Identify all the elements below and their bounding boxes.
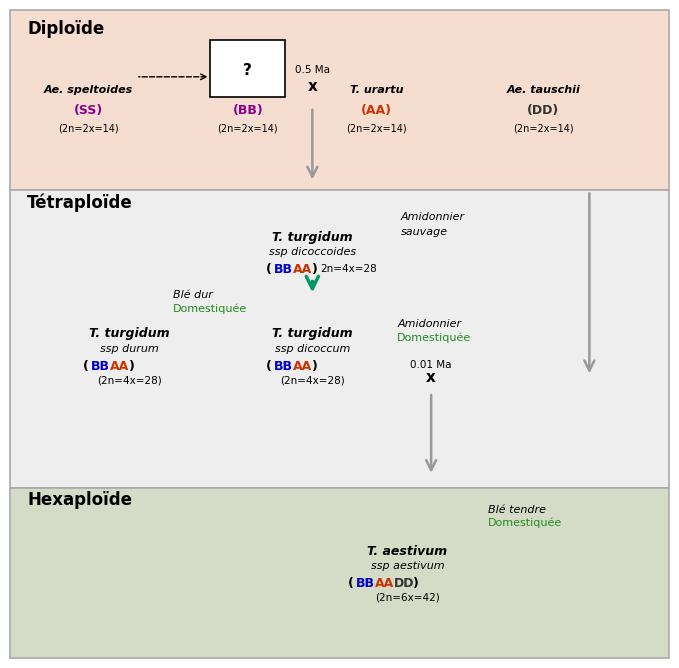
Bar (10, 190, 669, 488)
Text: Ae. speltoides: Ae. speltoides (43, 86, 133, 95)
Text: Ae. tauschii: Ae. tauschii (507, 86, 580, 95)
Text: 0.5 Ma: 0.5 Ma (295, 65, 330, 75)
Text: Amidonnier: Amidonnier (397, 319, 461, 329)
Text: T. turgidum: T. turgidum (272, 230, 352, 244)
Text: Hexaploïde: Hexaploïde (27, 491, 132, 509)
Text: Amidonnier: Amidonnier (401, 212, 464, 222)
Text: 2n=4x=28: 2n=4x=28 (320, 265, 378, 274)
Text: (2n=2x=14): (2n=2x=14) (513, 124, 574, 133)
Bar (210, 40, 285, 97)
Text: BB: BB (356, 576, 375, 590)
Text: AA: AA (293, 263, 312, 276)
Text: (: ( (266, 359, 272, 373)
Text: (BB): (BB) (232, 104, 263, 117)
Text: Blé dur: Blé dur (173, 291, 213, 300)
Text: (DD): (DD) (527, 104, 559, 117)
Text: ssp durum: ssp durum (100, 344, 158, 353)
Text: Blé tendre: Blé tendre (488, 505, 545, 514)
Text: BB: BB (274, 263, 293, 276)
Text: (: ( (348, 576, 354, 590)
Text: ssp dicoccum: ssp dicoccum (274, 344, 350, 353)
Text: x: x (308, 79, 317, 94)
Text: T. turgidum: T. turgidum (89, 327, 169, 341)
Text: BB: BB (274, 359, 293, 373)
Text: ): ) (312, 263, 318, 276)
Text: Domestiquée: Domestiquée (488, 518, 562, 528)
Text: (2n=6x=42): (2n=6x=42) (375, 593, 440, 603)
Text: Diploïde: Diploïde (27, 20, 105, 38)
Text: ): ) (312, 359, 318, 373)
Text: x: x (426, 370, 436, 385)
Bar (10, 488, 669, 658)
Bar (10, 10, 669, 190)
Text: AA: AA (293, 359, 312, 373)
Text: AA: AA (375, 576, 394, 590)
Text: 0.01 Ma: 0.01 Ma (410, 361, 452, 370)
Text: T. turgidum: T. turgidum (272, 327, 352, 341)
Text: sauvage: sauvage (401, 227, 447, 236)
Text: (: ( (266, 263, 272, 276)
Text: (AA): (AA) (361, 104, 392, 117)
Text: T. urartu: T. urartu (350, 86, 403, 95)
Text: ssp dicoccoides: ssp dicoccoides (269, 247, 356, 257)
Text: (2n=4x=28): (2n=4x=28) (96, 376, 162, 385)
Text: (SS): (SS) (73, 104, 103, 117)
Text: Domestiquée: Domestiquée (397, 332, 471, 343)
Text: (2n=2x=14): (2n=2x=14) (58, 124, 119, 133)
Text: T. aestivum: T. aestivum (367, 544, 447, 558)
Text: ssp aestivum: ssp aestivum (371, 561, 444, 570)
Text: (2n=2x=14): (2n=2x=14) (346, 124, 407, 133)
Text: (2n=4x=28): (2n=4x=28) (280, 376, 345, 385)
Text: BB: BB (91, 359, 110, 373)
Text: ): ) (413, 576, 419, 590)
Text: (2n=2x=14): (2n=2x=14) (217, 124, 278, 133)
Text: ): ) (129, 359, 135, 373)
Text: AA: AA (110, 359, 129, 373)
Text: DD: DD (394, 576, 414, 590)
Text: (: ( (83, 359, 89, 373)
Text: Tétraploïde: Tétraploïde (27, 194, 133, 212)
Text: ?: ? (243, 63, 253, 77)
Text: Domestiquée: Domestiquée (173, 303, 247, 314)
